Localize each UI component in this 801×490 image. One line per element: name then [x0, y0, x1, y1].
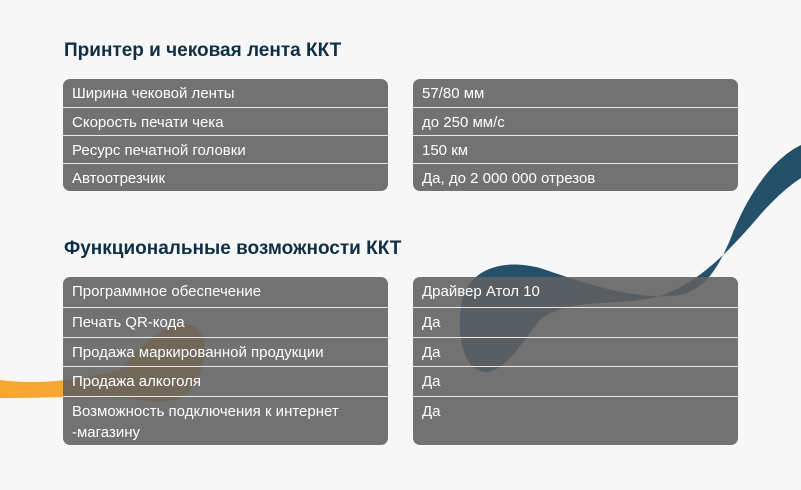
table-row: Скорость печати чека [63, 107, 388, 135]
table-row: Автоотрезчик [63, 163, 388, 191]
table-row: 150 км [413, 135, 738, 163]
functions-values-table: Драйвер Атол 10 Да Да Да Да [413, 277, 738, 445]
table-row: Да [413, 337, 738, 366]
table-row: Да [413, 307, 738, 337]
section-title-functions: Функциональные возможности ККТ [64, 238, 402, 259]
table-row: Да [413, 366, 738, 396]
table-row: Программное обеспечение [72, 283, 262, 300]
table-row: 57/80 мм [422, 85, 485, 102]
table-row: Ширина чековой ленты [72, 85, 235, 102]
table-row: Ресурс печатной головки [63, 135, 388, 163]
section-title-printer: Принтер и чековая лента ККТ [64, 40, 342, 61]
table-row: Да [413, 396, 738, 445]
table-row: Да, до 2 000 000 отрезов [413, 163, 738, 191]
table-row: Продажа маркированной продукции [63, 337, 388, 366]
printer-values-table: 57/80 мм до 250 мм/с 150 км Да, до 2 000… [413, 79, 738, 191]
table-row: до 250 мм/с [413, 107, 738, 135]
printer-labels-table: Ширина чековой ленты Скорость печати чек… [63, 79, 388, 191]
table-row: Печать QR-кода [63, 307, 388, 337]
table-row: Драйвер Атол 10 [422, 283, 540, 300]
table-row: Возможность подключения к интернет -мага… [63, 396, 388, 445]
functions-labels-table: Программное обеспечение Печать QR-кода П… [63, 277, 388, 445]
table-row: Продажа алкоголя [63, 366, 388, 396]
